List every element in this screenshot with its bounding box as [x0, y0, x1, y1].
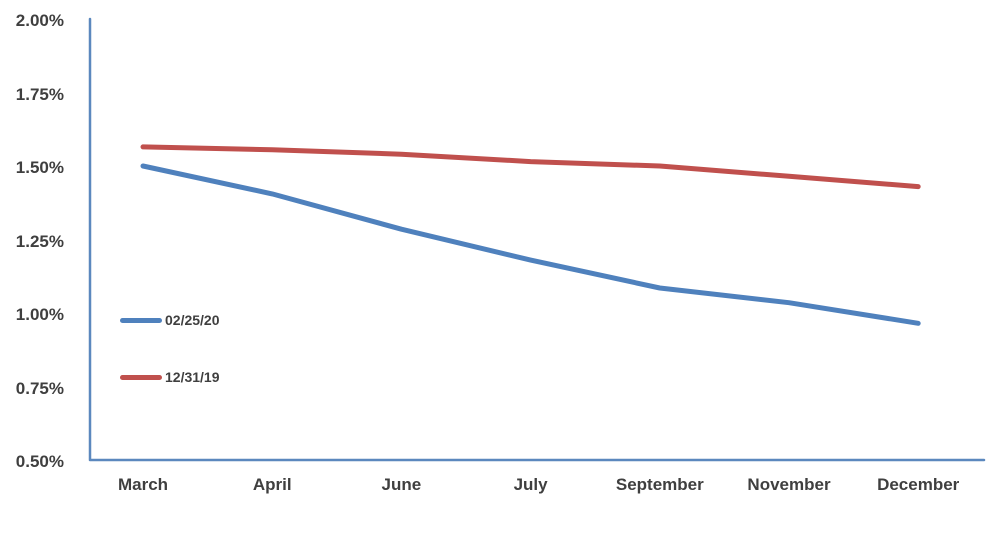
legend-item: 02/25/20	[120, 312, 220, 328]
legend-item: 12/31/19	[120, 369, 220, 385]
y-tick-label: 0.75%	[15, 378, 64, 398]
y-tick-label: 1.75%	[15, 84, 64, 104]
legend-swatch-icon	[120, 374, 162, 380]
x-tick-label: July	[513, 475, 548, 494]
y-tick-label: 1.00%	[15, 305, 64, 324]
y-tick-label: 2.00%	[15, 11, 64, 30]
legend-label: 12/31/19	[165, 369, 220, 385]
x-tick-label: September	[615, 475, 704, 494]
x-tick-label: December	[877, 475, 960, 494]
x-tick-label: April	[252, 475, 292, 494]
series-line-0	[140, 163, 921, 326]
x-tick-label: June	[381, 475, 422, 494]
axis-lines	[88, 17, 986, 462]
y-tick-label: 1.50%	[15, 158, 64, 177]
y-tick-label: 1.25%	[15, 231, 64, 251]
series-line-1	[140, 144, 921, 190]
y-tick-label: 0.50%	[15, 452, 64, 471]
legend-swatch-icon	[120, 317, 162, 323]
legend-label: 02/25/20	[165, 312, 220, 328]
x-tick-label: March	[117, 475, 169, 494]
x-tick-label: November	[747, 475, 831, 494]
